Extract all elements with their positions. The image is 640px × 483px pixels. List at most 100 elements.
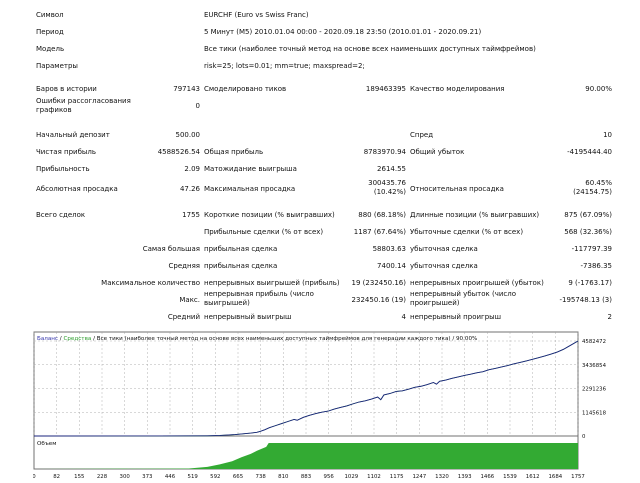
abs-drawdown-value: 47.26 [179,185,200,193]
largest-profit-value: 58803.63 [372,245,406,253]
maximal-loss-value: -195748.13 (3) [559,296,612,304]
balance-chart: Баланс / Средства / Все тики (наиболее т… [33,331,607,480]
net-profit-label: Чистая прибыль [36,148,97,156]
y-tick-label: 4582472 [582,339,606,345]
model-value: Все тики (наиболее точный метод на основ… [204,45,536,53]
y-tick-label: 1145618 [582,410,607,416]
x-tick-label: 810 [278,474,289,480]
period-value: 5 Минут (M5) 2010.01.04 00:00 - 2020.09.… [204,28,482,36]
x-tick-label: 1175 [390,474,404,480]
expected-payoff-value: 2614.55 [377,165,406,173]
average-profit-value: 7400.14 [377,262,406,270]
maximal-profit-value: 232450.16 (19) [351,296,406,304]
profit-trades-value: 1187 (67.64%) [353,228,406,236]
y-tick-label: 0 [582,434,586,440]
profit-factor-label: Прибыльность [36,165,90,173]
x-tick-label: 1102 [367,474,381,480]
long-positions-label: Длинные позиции (% выигравших) [410,211,540,219]
balance-line [33,340,579,437]
symbol-value: EURCHF (Euro vs Swiss Franc) [204,11,309,19]
deposit-label: Начальный депозит [36,131,110,139]
loss-trades-value: 568 (32.36%) [564,228,612,236]
volume-area [34,443,578,469]
x-tick-label: 155 [74,474,84,480]
chart-series [33,340,579,469]
x-tick-label: 738 [256,474,267,480]
x-tick-label: 373 [142,474,152,480]
legend-separator: / [60,336,62,342]
bars-value: 797143 [173,85,200,93]
profit-factor-value: 2.09 [184,165,200,173]
largest-profit-label: прибыльная сделка [204,245,278,253]
x-tick-label: 0 [33,474,36,480]
largest-loss-value: -117797.39 [571,245,612,253]
spread-label: Спред [410,131,434,139]
avg-consecutive-label: Средний [167,313,200,321]
x-tick-label: 519 [188,474,199,480]
x-tick-label: 956 [324,474,335,480]
gross-profit-value: 8783970.94 [363,148,406,156]
x-tick-label: 300 [120,474,131,480]
deposit-value: 500.00 [175,131,201,139]
x-tick-label: 1612 [526,474,540,480]
short-positions-value: 880 (68.18%) [358,211,406,219]
rel-drawdown-value: 60.45% (24154.75) [573,179,612,196]
ticks-value: 189463395 [365,85,406,93]
total-trades-value: 1755 [182,211,200,219]
rel-drawdown-label: Относительная просадка [410,185,504,193]
legend-equity: Средства [63,336,91,342]
x-tick-label: 1393 [458,474,472,480]
total-trades-label: Всего сделок [36,211,86,219]
max-consec-losses-value: 9 (-1763.17) [568,279,612,287]
x-tick-label: 228 [97,474,108,480]
legend: Баланс / Средства / Все тики (наиболее т… [37,335,477,342]
x-tick-label: 665 [233,474,243,480]
avg-consec-losses-label: непрерывный проигрыш [410,313,502,321]
ticks-label: Смоделировано тиков [204,85,287,93]
maximal-profit-label: непрерывная прибыль (число выигрышей) [204,290,314,307]
short-positions-label: Короткие позиции (% выигравших) [204,211,335,219]
x-tick-label: 1029 [344,474,358,480]
maximal-loss-label: непрерывный убыток (число проигрышей) [410,290,517,307]
x-tick-label: 1247 [412,474,426,480]
max-drawdown-label: Максимальная просадка [204,185,296,193]
period-label: Период [36,28,64,36]
x-tick-label: 82 [53,474,60,480]
average-label: Средняя [168,262,200,270]
average-loss-value: -7386.35 [580,262,612,270]
x-tick-label: 446 [165,474,176,480]
maximal-label: Макс. [179,296,200,304]
bars-label: Баров в истории [36,85,97,93]
avg-consec-wins-value: 4 [401,313,406,321]
profit-trades-label: Прибыльные сделки (% от всех) [204,228,324,236]
loss-trades-label: Убыточные сделки (% от всех) [410,228,524,236]
abs-drawdown-label: Абсолютная просадка [36,185,118,193]
x-tick-label: 1466 [480,474,494,480]
avg-consec-wins-label: непрерывный выигрыш [204,313,292,321]
net-profit-value: 4588526.54 [157,148,200,156]
errors-value: 0 [195,102,200,110]
x-tick-label: 883 [301,474,311,480]
errors-label: Ошибки рассогласования графиков [36,97,131,114]
max-drawdown-value: 300435.76 (10.42%) [368,179,406,196]
max-consec-wins-value: 19 (232450.16) [351,279,406,287]
max-consecutive-label: Максимальное количество [101,279,200,287]
y-tick-label: 2291236 [582,387,607,393]
avg-consec-losses-value: 2 [607,313,612,321]
params-value: risk=25; lots=0.01; mm=true; maxspread=2… [204,62,365,70]
largest-loss-label: убыточная сделка [410,245,478,253]
x-tick-label: 592 [210,474,220,480]
largest-label: Самая большая [142,245,200,253]
x-tick-label: 1539 [503,474,517,480]
model-label: Модель [36,45,65,53]
gross-loss-label: Общий убыток [410,148,465,156]
average-loss-label: убыточная сделка [410,262,478,270]
y-axis-ticks: 4582472 3436854 2291236 1145618 0 [582,339,607,440]
x-tick-label: 1757 [571,474,585,480]
x-axis-ticks: 0 82 155 228 300 373 446 519 592 665 738 810 883 956 1… [33,474,585,480]
volume-label: Объем [37,441,56,447]
x-tick-label: 1684 [548,474,562,480]
gross-profit-label: Общая прибыль [204,148,264,156]
spread-value: 10 [603,131,612,139]
y-tick-label: 3436854 [582,363,607,369]
